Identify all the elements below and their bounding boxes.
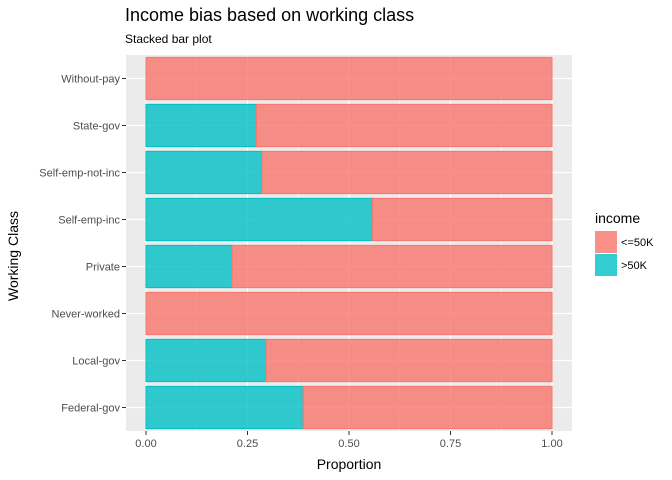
y-tick-label: Private — [86, 262, 120, 274]
bar-segment — [231, 244, 553, 289]
x-tick-label: 0.00 — [135, 438, 156, 450]
y-axis-ticks: Without-pay State-gov Self-emp-not-inc Self… — [39, 74, 126, 415]
y-tick-label: Self-emp-inc — [58, 215, 120, 227]
y-tick-label: State-gov — [73, 121, 121, 133]
chart-title: Income bias based on working class — [125, 5, 414, 25]
bar-segment — [145, 103, 257, 148]
bar-segment — [145, 338, 267, 383]
y-tick-label: Federal-gov — [61, 403, 120, 415]
bar-segment — [145, 385, 304, 430]
y-tick-label: Without-pay — [61, 74, 120, 86]
y-tick-label: Self-emp-not-inc — [39, 168, 120, 180]
chart-subtitle: Stacked bar plot — [125, 32, 212, 46]
x-axis-title: Proportion — [317, 456, 382, 472]
bar-segment — [302, 385, 553, 430]
x-tick-label: 0.75 — [440, 438, 461, 450]
bar-segment — [372, 197, 553, 242]
bar-segment — [145, 150, 263, 195]
legend-key-le50k — [595, 231, 617, 253]
x-tick-label: 0.50 — [338, 438, 359, 450]
bar-segment — [145, 291, 553, 336]
legend-key-gt50k — [595, 254, 617, 276]
bars — [145, 56, 553, 430]
bar-segment — [261, 150, 553, 195]
x-axis-ticks: 0.00 0.25 0.50 0.75 1.00 — [135, 431, 563, 450]
bar-segment — [255, 103, 553, 148]
legend-label-le50k: <=50K — [621, 237, 654, 249]
x-tick-label: 1.00 — [541, 438, 562, 450]
legend: income <=50K >50K — [595, 210, 654, 276]
bar-segment — [145, 244, 233, 289]
bar-segment — [145, 197, 374, 242]
legend-label-gt50k: >50K — [621, 260, 648, 272]
y-tick-label: Never-worked — [52, 309, 120, 321]
y-axis-title: Working Class — [5, 211, 21, 301]
bar-segment — [265, 338, 553, 383]
y-tick-label: Local-gov — [72, 356, 120, 368]
legend-title: income — [595, 210, 640, 226]
x-tick-label: 0.25 — [237, 438, 258, 450]
bar-segment — [145, 56, 553, 101]
